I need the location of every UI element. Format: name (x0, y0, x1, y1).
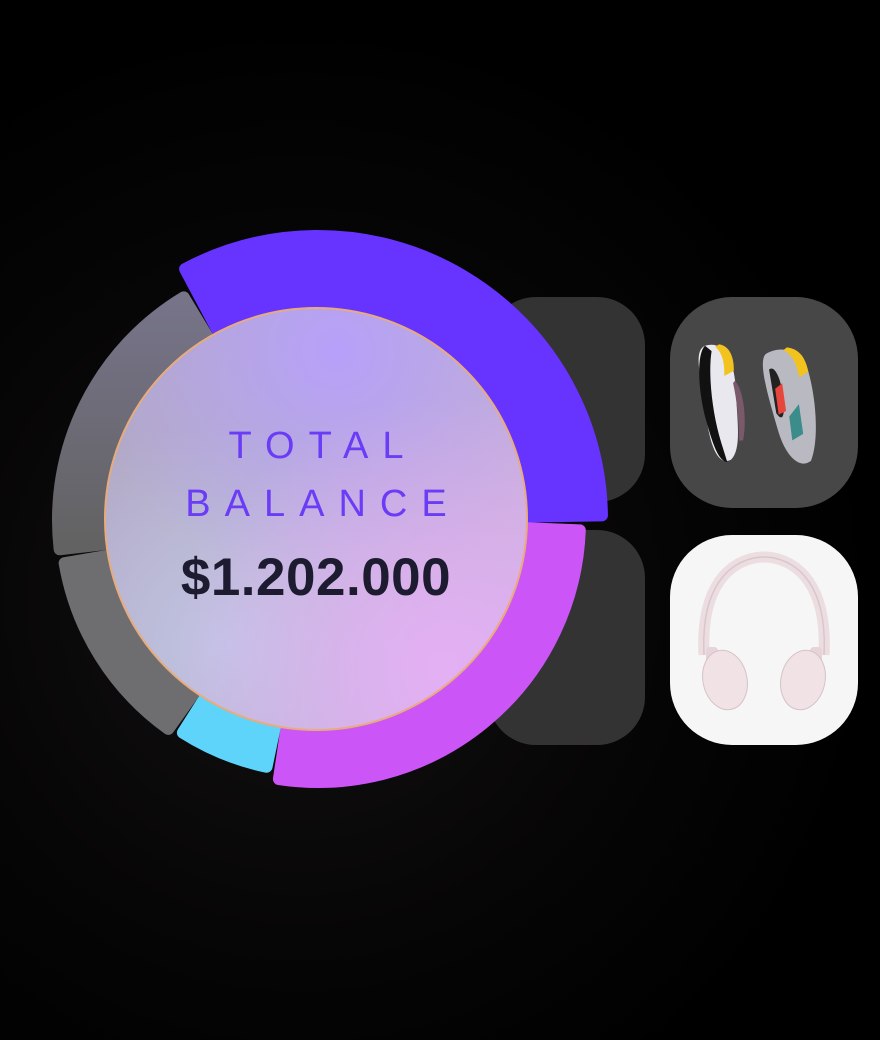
headphones-image (698, 551, 830, 711)
balance-label: BALANCE (185, 483, 461, 525)
product-tile-sneakers[interactable] (670, 297, 858, 508)
total-label: TOTAL (228, 425, 418, 467)
sneakers-image (698, 344, 816, 464)
product-tile-headphones[interactable] (670, 535, 858, 745)
total-balance-circle: TOTAL BALANCE $1.202.000 (104, 307, 528, 731)
balance-amount: $1.202.000 (180, 548, 452, 607)
